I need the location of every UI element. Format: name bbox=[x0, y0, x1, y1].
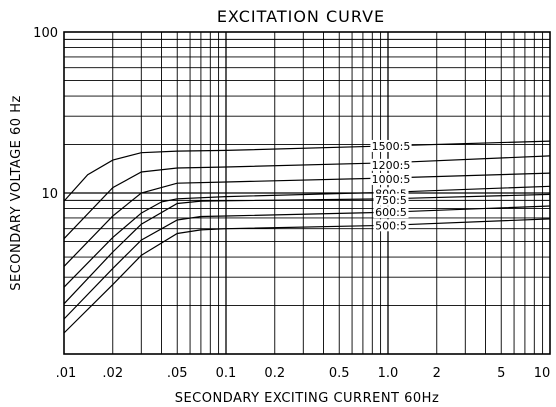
chart-title: EXCITATION CURVE bbox=[217, 7, 385, 26]
series-line-1500-5 bbox=[63, 140, 551, 202]
x-tick-label: 0.1 bbox=[216, 366, 237, 381]
x-tick-label: 5 bbox=[497, 366, 505, 381]
x-tick-label: .05 bbox=[167, 366, 188, 381]
x-tick-label: 0.2 bbox=[264, 366, 285, 381]
plot-frame bbox=[63, 31, 551, 355]
x-tick-label: 0.5 bbox=[329, 366, 350, 381]
tick-labels: .01 .02 .05 0.1 0.2 0.5 1.0 2 5 10 10 100 bbox=[33, 26, 550, 381]
series-label: 1500:5 bbox=[372, 140, 411, 153]
series-label: 750:5 bbox=[375, 194, 407, 207]
x-axis-label: SECONDARY EXCITING CURRENT 60Hz bbox=[175, 391, 440, 406]
series-label-bg bbox=[370, 158, 412, 171]
grid bbox=[64, 32, 550, 354]
series-label: 600:5 bbox=[375, 206, 407, 219]
y-axis-label: SECONDARY VOLTAGE 60 Hz bbox=[9, 95, 24, 291]
series-label-bg bbox=[373, 206, 409, 219]
series-label: 500:5 bbox=[375, 219, 407, 232]
x-tick-label: .02 bbox=[102, 366, 123, 381]
series-label-bg bbox=[373, 219, 409, 232]
series-line-600-5 bbox=[63, 205, 551, 320]
y-tick-label: 10 bbox=[41, 187, 58, 202]
x-tick-label: 10 bbox=[534, 366, 551, 381]
series-label-bg bbox=[370, 139, 412, 152]
series-line-500-5 bbox=[63, 218, 551, 334]
series-label-bg bbox=[373, 193, 409, 206]
series-label-bg bbox=[370, 172, 412, 185]
series-line-800-5 bbox=[63, 185, 551, 288]
series-label: 1000:5 bbox=[372, 173, 411, 186]
series-line-750-5 bbox=[63, 193, 551, 305]
y-tick-label: 100 bbox=[33, 26, 58, 41]
series-label: 1200:5 bbox=[372, 159, 411, 172]
x-tick-label: 2 bbox=[433, 366, 441, 381]
x-tick-label: .01 bbox=[56, 366, 77, 381]
x-tick-label: 1.0 bbox=[378, 366, 399, 381]
